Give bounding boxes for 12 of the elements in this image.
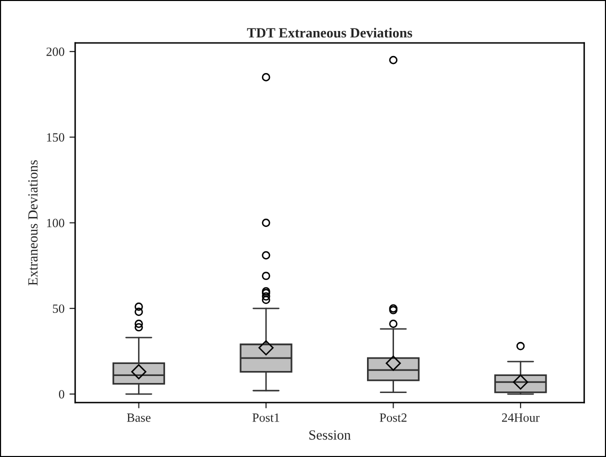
y-tick-label: 50 xyxy=(52,304,64,313)
y-tick-label: 150 xyxy=(47,133,64,142)
chart-title: TDT Extraneous Deviations xyxy=(247,28,412,38)
x-tick-label: Base xyxy=(126,414,150,422)
x-tick-label: Post1 xyxy=(252,413,280,422)
y-axis-title: Extraneous Deviations xyxy=(28,160,38,286)
x-tick-label: Post2 xyxy=(380,413,406,422)
y-tick-label: 200 xyxy=(46,48,64,56)
y-tick-label: 0 xyxy=(58,390,64,399)
x-tick-label: 24Hour xyxy=(502,413,540,422)
x-axis-title: Session xyxy=(309,430,351,440)
y-tick-label: 100 xyxy=(47,218,64,228)
